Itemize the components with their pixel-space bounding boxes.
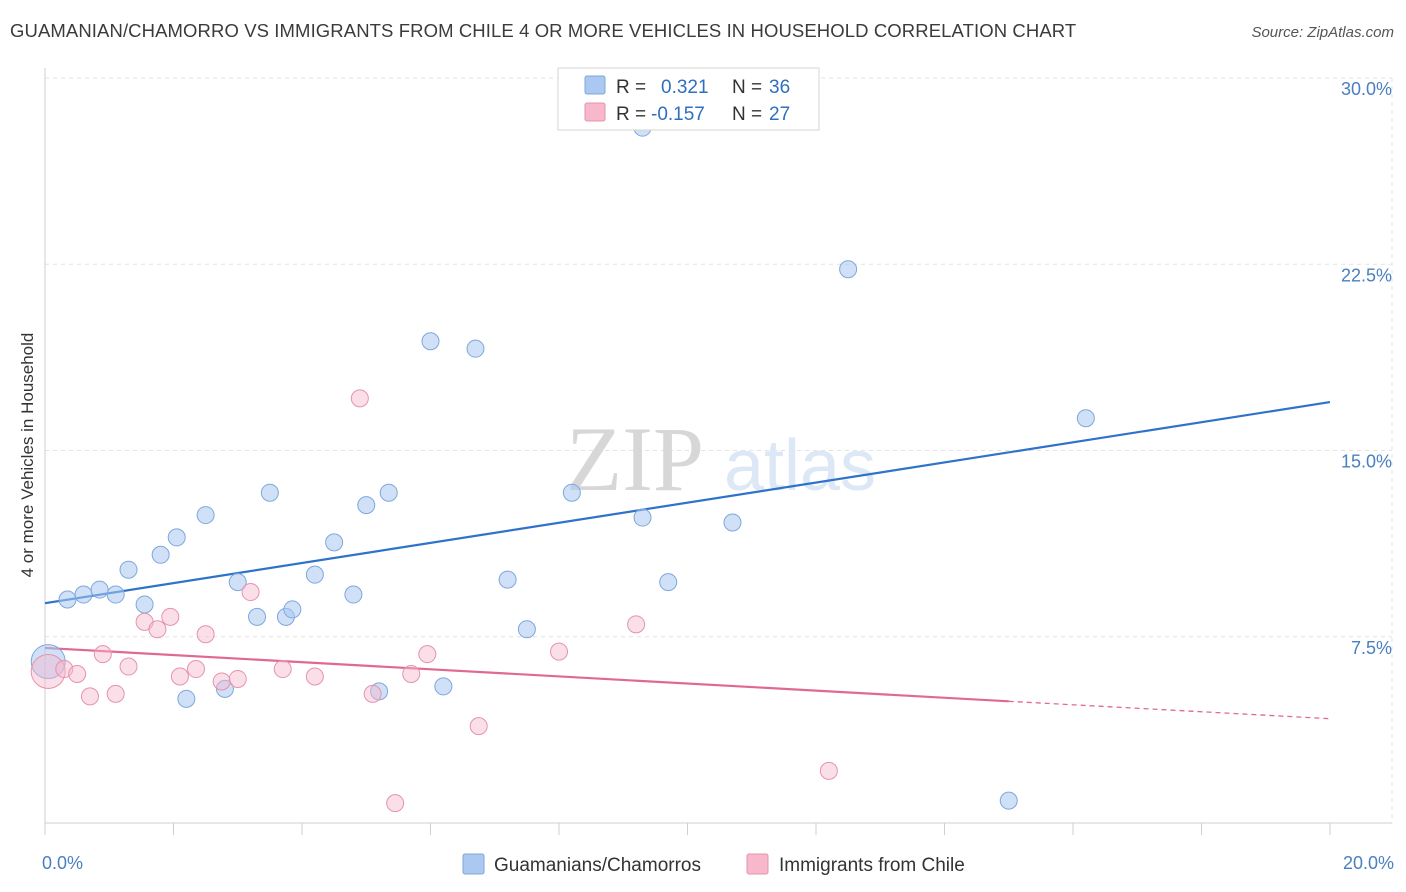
guamanian-point-33 [839, 260, 858, 279]
y-tick-label-0: 7.5% [1351, 638, 1392, 658]
guamanian-point-13 [248, 607, 267, 626]
guamanian-point-0 [30, 644, 66, 680]
chile-point-19 [363, 684, 382, 703]
chart-title: GUAMANIAN/CHAMORRO VS IMMIGRANTS FROM CH… [10, 20, 1077, 41]
guamanian-point-27 [517, 620, 536, 639]
guamanian-point-18 [325, 533, 344, 552]
guamanian-point-14 [260, 483, 279, 502]
chile-point-9 [161, 607, 180, 626]
axes [44, 68, 1392, 835]
guamanian-point-3 [90, 580, 109, 599]
chile-point-5 [106, 684, 125, 703]
legend-r-label-1: R = [616, 77, 646, 98]
guamanian-point-2 [74, 585, 93, 604]
chile-point-10 [170, 667, 189, 686]
chile-point-18 [350, 389, 369, 408]
legend-box: R = 0.321 N = 36 R = -0.157 N = 27 [557, 67, 820, 131]
chile-trend-line [44, 646, 1009, 703]
legend-n-value-2: 27 [769, 104, 790, 125]
source-label: Source: ZipAtlas.com [1251, 24, 1394, 41]
guamanian-point-20 [357, 496, 376, 515]
chile-point-0 [30, 654, 66, 690]
guamanian-point-5 [119, 560, 138, 579]
y-axis-label: 4 or more Vehicles in Household [18, 333, 37, 578]
chile-point-24 [550, 642, 568, 661]
x-tick-labels: 0.0% 20.0% [42, 853, 1394, 873]
bottom-legend-swatch-guamanian [462, 853, 485, 875]
x-tick-label-0: 0.0% [42, 853, 83, 873]
chile-point-11 [186, 660, 205, 679]
guamanian-point-6 [135, 595, 154, 614]
x-tick-label-1: 20.0% [1343, 853, 1394, 873]
guamanian-point-4 [106, 585, 125, 604]
chile-point-6 [119, 657, 138, 676]
guamanian-point-17 [305, 565, 324, 584]
chile-point-8 [148, 620, 167, 639]
guamanian-point-8 [167, 528, 186, 547]
y-tick-label-2: 22.5% [1341, 265, 1392, 285]
chile-point-17 [305, 667, 324, 686]
bottom-legend-label-guamanian: Guamanians/Chamorros [494, 855, 701, 876]
guamanian-point-32 [723, 513, 742, 532]
legend-r-label-2: R = [616, 104, 646, 125]
legend-n-label-1: N = [732, 77, 762, 98]
guamanian-point-7 [151, 545, 170, 564]
chile-point-21 [402, 665, 421, 683]
guamanian-point-31 [659, 573, 678, 592]
watermark-zip: ZIP [566, 408, 704, 510]
guamanian-point-22 [379, 483, 398, 502]
guamanian-point-28 [562, 483, 581, 502]
legend-swatch-chile [584, 102, 606, 122]
bottom-legend-label-chile: Immigrants from Chile [779, 855, 965, 876]
chile-point-25 [627, 615, 646, 634]
chile-point-13 [212, 672, 231, 691]
chile-point-12 [196, 625, 215, 644]
chile-point-4 [93, 645, 112, 664]
bottom-legend-swatch-chile [746, 853, 769, 875]
chile-point-16 [273, 660, 292, 679]
legend-n-label-2: N = [732, 104, 762, 125]
guamanian-point-30 [633, 508, 652, 527]
guamanian-point-10 [196, 506, 215, 525]
legend-n-value-1: 36 [769, 77, 790, 98]
chile-point-14 [228, 669, 247, 688]
guamanian-point-9 [177, 689, 196, 708]
chile-point-2 [68, 665, 87, 683]
guamanian-point-24 [434, 677, 453, 696]
legend-r-value-1: 0.321 [661, 77, 709, 98]
chile-trend-line-extension [1008, 700, 1331, 720]
chile-point-22 [418, 645, 437, 664]
guamanian-point-12 [228, 573, 247, 592]
guamanian-point-26 [498, 570, 517, 589]
chile-point-3 [80, 687, 99, 706]
bottom-legend: Guamanians/Chamorros Immigrants from Chi… [462, 853, 965, 876]
guamanian-point-16 [283, 600, 302, 619]
guamanian-point-35 [1076, 409, 1095, 428]
chile-point-15 [241, 583, 260, 602]
guamanian-point-23 [421, 332, 440, 351]
legend-r-value-2: -0.157 [651, 104, 705, 125]
guamanian-trend-line [44, 400, 1331, 605]
chile-point-23 [469, 717, 488, 736]
y-tick-label-3: 30.0% [1341, 79, 1392, 99]
guamanian-point-34 [999, 791, 1018, 810]
chile-point-26 [819, 761, 838, 780]
legend-swatch-guamanian [584, 75, 606, 95]
y-tick-labels: 7.5% 15.0% 22.5% 30.0% [1341, 79, 1392, 658]
y-tick-label-1: 15.0% [1341, 452, 1392, 472]
data-points [30, 118, 1095, 813]
trend-lines [44, 400, 1331, 720]
guamanian-point-1 [58, 590, 77, 609]
guamanian-point-25 [466, 339, 485, 358]
guamanian-point-19 [344, 585, 363, 604]
chile-point-20 [386, 794, 405, 813]
